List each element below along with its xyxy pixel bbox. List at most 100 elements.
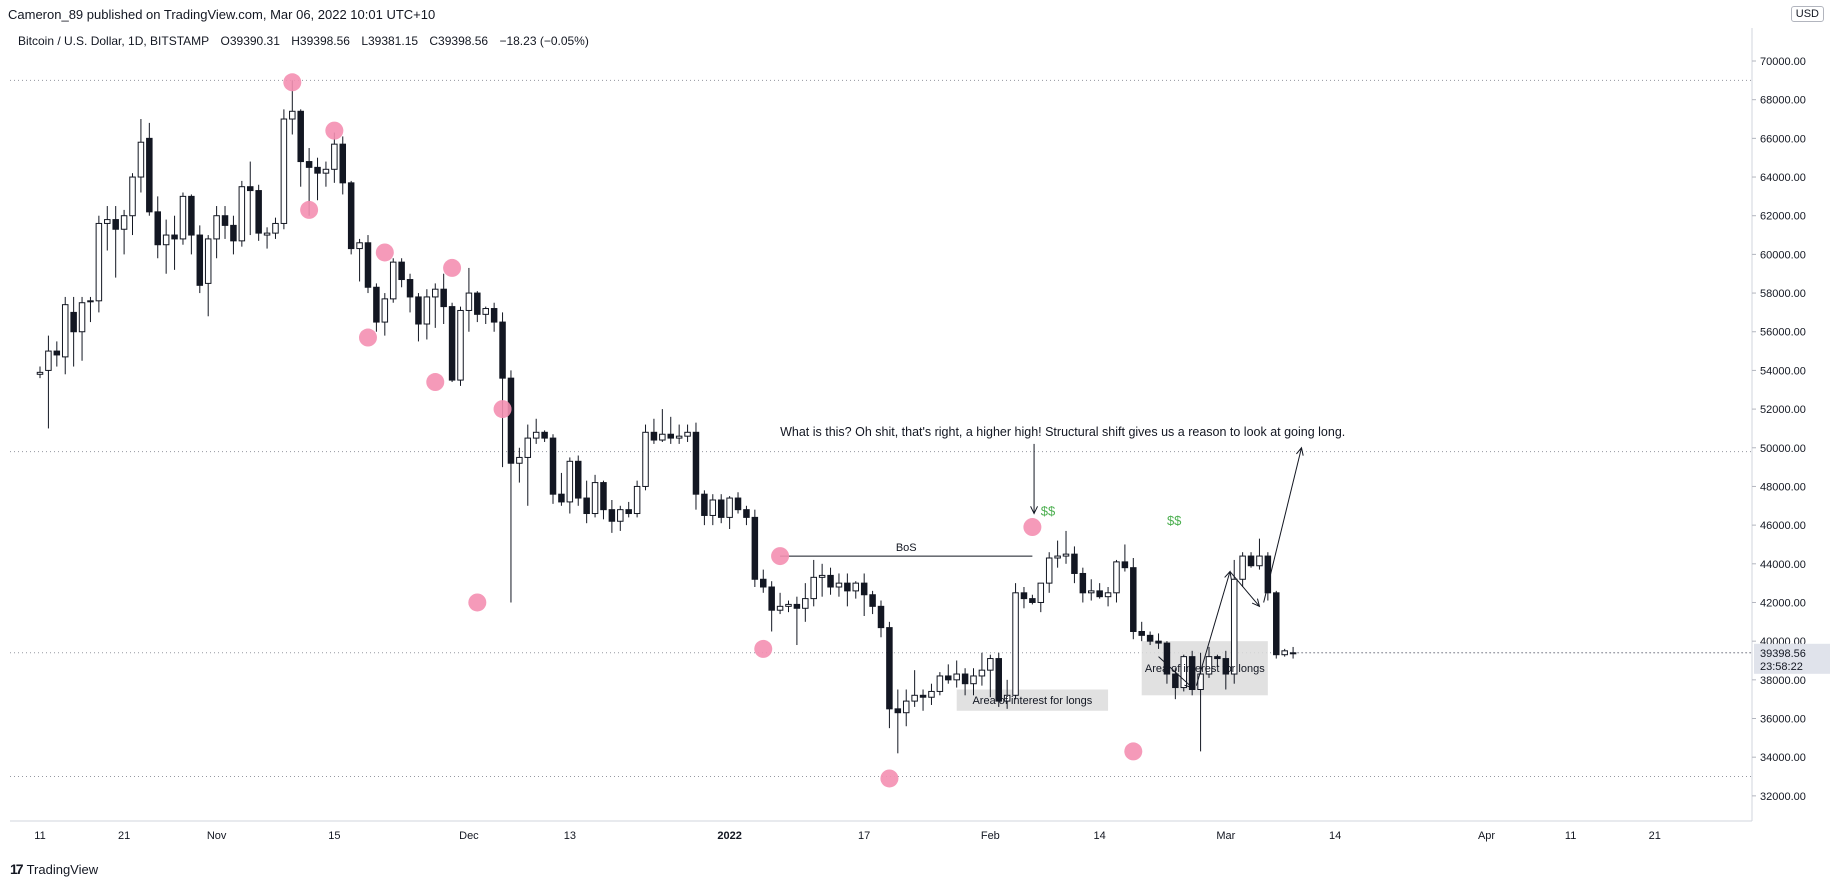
candle-body bbox=[970, 675, 977, 685]
tradingview-logo[interactable]: 17 TradingView bbox=[10, 861, 98, 877]
candle-body bbox=[911, 694, 918, 702]
chart-area[interactable]: Area of interest for longs Area of intere… bbox=[0, 28, 1834, 853]
candle-body bbox=[1256, 555, 1263, 567]
candle-body bbox=[104, 219, 111, 224]
annotation-0: What is this? Oh shit, that's right, a h… bbox=[780, 425, 1345, 439]
candle-body bbox=[36, 371, 44, 375]
candle-body bbox=[600, 482, 607, 511]
candle-body bbox=[95, 222, 103, 302]
swing-marker bbox=[358, 328, 377, 347]
candle-body bbox=[112, 219, 119, 230]
x-tick-label: Nov bbox=[207, 830, 227, 842]
tradingview-brand: TradingView bbox=[26, 861, 99, 877]
candle-body bbox=[45, 350, 52, 371]
candle-body bbox=[961, 673, 969, 685]
candle-body bbox=[87, 300, 94, 303]
candle-body bbox=[305, 161, 313, 168]
candle-body bbox=[810, 576, 817, 600]
annotation-2: $$ bbox=[1167, 513, 1182, 528]
ohlc-high: H39398.56 bbox=[291, 34, 350, 48]
candle-body bbox=[1222, 658, 1230, 675]
candle-body bbox=[566, 460, 574, 503]
candle-body bbox=[474, 292, 481, 315]
candle-body bbox=[642, 431, 649, 487]
candle-body bbox=[247, 186, 254, 192]
candle-body bbox=[793, 603, 801, 609]
swing-marker bbox=[283, 73, 302, 92]
x-tick-label: 11 bbox=[34, 830, 45, 842]
candle-body bbox=[238, 186, 246, 242]
price-chart[interactable]: Area of interest for longs Area of intere… bbox=[0, 28, 1834, 853]
candle-body bbox=[574, 460, 582, 499]
candle-body bbox=[490, 308, 498, 323]
symbol-title[interactable]: Bitcoin / U.S. Dollar, 1D, BITSTAMP bbox=[18, 34, 210, 48]
candle-body bbox=[398, 261, 405, 281]
candle-body bbox=[1121, 561, 1129, 569]
chart-header: Cameron_89 published on TradingView.com,… bbox=[0, 0, 1834, 28]
arrow-path-2 bbox=[1195, 571, 1231, 686]
candle-body bbox=[1289, 652, 1297, 655]
x-tick-label: 17 bbox=[858, 830, 870, 842]
candle-body bbox=[1205, 656, 1213, 675]
candle-body bbox=[659, 433, 666, 441]
currency-badge[interactable]: USD bbox=[1790, 6, 1824, 22]
zone-area-0 bbox=[956, 689, 1109, 711]
candle-body bbox=[692, 431, 700, 495]
candle-body bbox=[1071, 553, 1078, 574]
y-tick-label: 52000.00 bbox=[1760, 404, 1806, 416]
arrow-path-4-head bbox=[1296, 446, 1304, 456]
swing-marker bbox=[1124, 742, 1143, 761]
candle-body bbox=[1096, 590, 1103, 598]
candle-body bbox=[591, 482, 599, 515]
candle-body bbox=[440, 288, 447, 308]
candle-body bbox=[314, 166, 321, 174]
candle-body bbox=[415, 296, 422, 325]
y-tick-label: 64000.00 bbox=[1760, 172, 1806, 184]
ohlc-open: O39390.31 bbox=[220, 34, 280, 48]
candle-body bbox=[1113, 561, 1120, 594]
swing-marker bbox=[300, 200, 319, 219]
last-price-value: 39398.56 bbox=[1760, 648, 1806, 660]
candle-body bbox=[1230, 578, 1238, 675]
y-tick-label: 60000.00 bbox=[1760, 249, 1806, 261]
candle-body bbox=[1045, 557, 1053, 584]
candle-body bbox=[499, 321, 506, 379]
candle-body bbox=[717, 499, 725, 518]
swing-marker bbox=[1023, 518, 1042, 537]
candle-body bbox=[743, 509, 750, 518]
candle-body bbox=[877, 605, 885, 629]
candle-body bbox=[204, 238, 212, 284]
candle-body bbox=[928, 690, 935, 698]
candle-body bbox=[726, 497, 733, 518]
candle-body bbox=[541, 431, 548, 439]
candle-body bbox=[1054, 555, 1061, 559]
candle-body bbox=[154, 211, 161, 246]
x-tick-label: 13 bbox=[564, 830, 576, 842]
candle-body bbox=[1029, 598, 1036, 603]
candle-body bbox=[465, 292, 473, 311]
candle-body bbox=[457, 309, 464, 381]
last-price-countdown: 23:58:22 bbox=[1760, 661, 1803, 673]
candle-body bbox=[364, 242, 372, 288]
bos-label: BoS bbox=[896, 542, 917, 554]
y-tick-label: 36000.00 bbox=[1760, 714, 1806, 726]
candle-body bbox=[263, 232, 271, 236]
ohlc-close: C39398.56 bbox=[429, 34, 489, 48]
candle-body bbox=[1180, 656, 1188, 689]
candle-body bbox=[1163, 642, 1171, 675]
candle-body bbox=[751, 516, 759, 580]
candle-body bbox=[221, 215, 229, 226]
y-tick-label: 68000.00 bbox=[1760, 95, 1806, 107]
swing-marker bbox=[468, 593, 487, 612]
arrow-path-3-head bbox=[1251, 598, 1261, 608]
candle-body bbox=[129, 176, 136, 217]
candle-body bbox=[844, 582, 851, 592]
candle-body bbox=[760, 578, 767, 588]
candle-body bbox=[1104, 592, 1112, 598]
candle-body bbox=[633, 485, 641, 515]
candle-body bbox=[1214, 656, 1221, 660]
x-tick-label: Feb bbox=[981, 830, 1000, 842]
x-tick-label: 11 bbox=[1565, 830, 1576, 842]
candle-body bbox=[423, 296, 431, 325]
candle-body bbox=[120, 215, 128, 230]
